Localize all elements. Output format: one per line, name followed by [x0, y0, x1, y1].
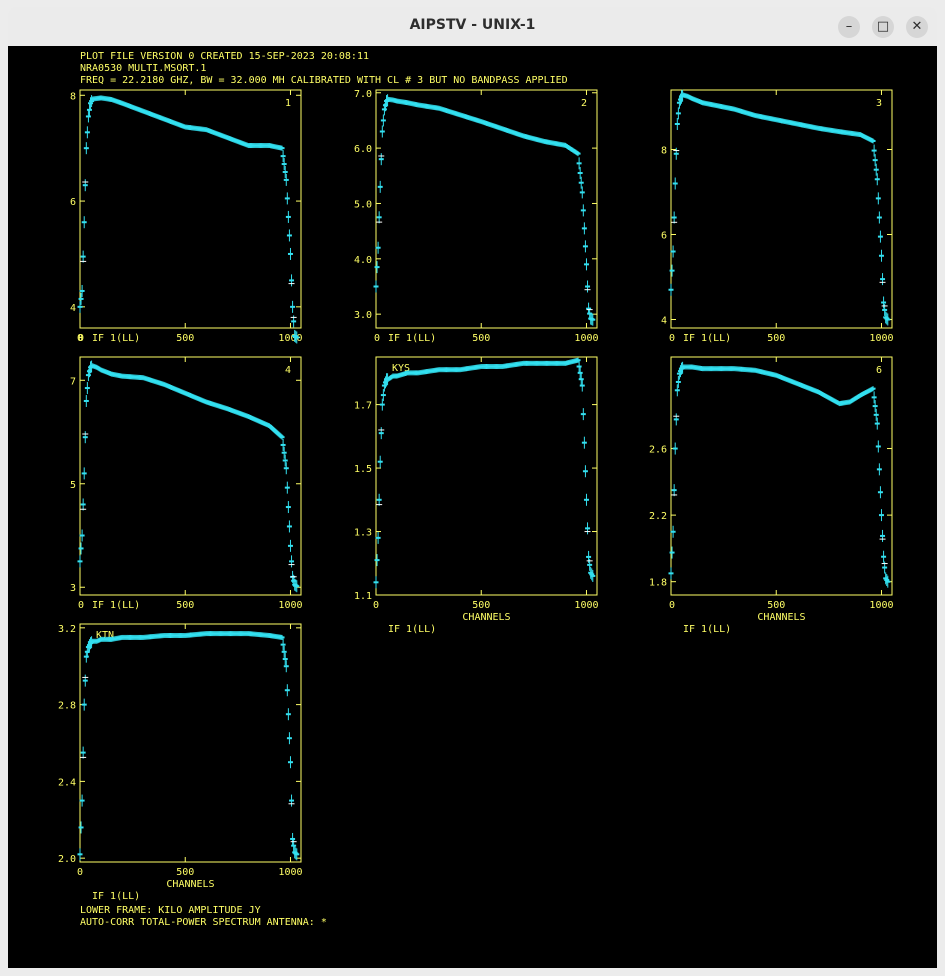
plot-canvas: PLOT FILE VERSION 0 CREATED 15-SEP-2023 …: [8, 46, 937, 968]
x-tick-label: 500: [176, 333, 194, 344]
y-tick-label: 4.0: [354, 255, 372, 266]
y-tick-label: 6.0: [354, 144, 372, 155]
maximize-button[interactable]: □: [872, 16, 894, 38]
x-tick-label: 0: [77, 867, 83, 878]
y-tick-label: 8: [70, 91, 76, 102]
x-tick-label: 500: [472, 600, 490, 611]
x-tick-label: 0: [373, 600, 379, 611]
y-tick-label: 6: [661, 231, 667, 242]
x-tick-label: 500: [176, 867, 194, 878]
y-tick-label: 4: [70, 303, 76, 314]
if-label: IF 1(LL): [92, 333, 140, 344]
y-tick-label: 3.0: [354, 310, 372, 321]
x-tick-label: 500: [176, 600, 194, 611]
x-origin-label: 0: [78, 600, 84, 611]
x-axis-label: CHANNELS: [166, 879, 214, 890]
y-tick-label: 2.0: [58, 854, 76, 865]
x-axis-label: CHANNELS: [757, 612, 805, 623]
y-tick-label: 6: [70, 197, 76, 208]
x-tick-label: 1000: [278, 600, 302, 611]
x-tick-label: 500: [767, 333, 785, 344]
plot-svg: PLOT FILE VERSION 0 CREATED 15-SEP-2023 …: [58, 51, 894, 928]
x-tick-label: 500: [767, 600, 785, 611]
panel-frame: [79, 623, 302, 863]
footer-line-2: AUTO-CORR TOTAL-POWER SPECTRUM ANTENNA: …: [80, 917, 327, 928]
antenna-label: KYS: [392, 363, 410, 374]
x-origin-label: 0: [669, 333, 675, 344]
y-tick-label: 5: [70, 480, 76, 491]
title-bar[interactable]: AIPSTV - UNIX-1 – □ ✕: [8, 7, 937, 46]
y-tick-label: 7: [70, 376, 76, 387]
panel-number: 1: [285, 98, 291, 109]
close-button[interactable]: ✕: [906, 16, 928, 38]
panel-number: 6: [876, 365, 882, 376]
panel-3: 4 6 8 500 1000 0 IF 1(LL) 3: [661, 89, 894, 344]
panel-number: 2: [581, 98, 587, 109]
panel-frame: [670, 356, 893, 596]
if-label: IF 1(LL): [388, 624, 436, 635]
panel-frame: [79, 356, 302, 596]
header-line-3: FREQ = 22.2180 GHZ, BW = 32.000 MH CALIB…: [80, 75, 568, 86]
y-tick-label: 2.4: [58, 777, 76, 788]
header-line-1: PLOT FILE VERSION 0 CREATED 15-SEP-2023 …: [80, 51, 369, 62]
x-origin-label: 0: [78, 333, 84, 344]
panel-frame: [375, 356, 598, 596]
x-tick-label: 1000: [574, 333, 598, 344]
panel-frame: [375, 89, 598, 329]
panel-4: 3 5 7 500 1000 0 IF 1(LL) 4: [70, 356, 303, 611]
x-tick-label: 0: [77, 333, 83, 344]
panel-5: 1.1 1.3 1.5 1.7 0 500 1000 CHANNELS IF 1(LL) KYS: [354, 356, 599, 635]
x-origin-label: 0: [374, 333, 380, 344]
y-tick-label: 2.8: [58, 701, 76, 712]
y-tick-label: 3.2: [58, 624, 76, 635]
y-tick-label: 1.1: [354, 591, 372, 602]
header-line-2: NRA0530 MULTI.MSORT.1: [80, 63, 206, 74]
y-tick-label: 3: [70, 583, 76, 594]
if-label: IF 1(LL): [683, 333, 731, 344]
x-axis-label: CHANNELS: [462, 612, 510, 623]
panel-number: 4: [285, 365, 291, 376]
y-tick-label: 8: [661, 146, 667, 157]
y-tick-label: 2.6: [649, 445, 667, 456]
panel-2: 3.0 4.0 5.0 6.0 7.0 500 1000 0 IF 1(LL) 2: [354, 89, 599, 344]
if-label: IF 1(LL): [92, 891, 140, 902]
panel-number: 3: [876, 98, 882, 109]
if-label: IF 1(LL): [683, 624, 731, 635]
panel-frame: [79, 89, 302, 329]
y-tick-label: 1.8: [649, 578, 667, 589]
panel-frame: [670, 89, 893, 329]
antenna-label: KTN: [96, 630, 114, 641]
x-tick-label: 1000: [869, 333, 893, 344]
window-title: AIPSTV - UNIX-1: [409, 17, 536, 33]
y-tick-label: 7.0: [354, 89, 372, 100]
y-tick-label: 4: [661, 316, 667, 327]
footer-line-1: LOWER FRAME: KILO AMPLITUDE JY: [80, 905, 261, 916]
x-origin-label: 0: [669, 600, 675, 611]
y-tick-label: 2.2: [649, 511, 667, 522]
if-label: IF 1(LL): [388, 333, 436, 344]
y-tick-label: 1.7: [354, 401, 372, 412]
x-tick-label: 1000: [278, 867, 302, 878]
x-tick-label: 1000: [574, 600, 598, 611]
y-tick-label: 5.0: [354, 199, 372, 210]
x-tick-label: 500: [472, 333, 490, 344]
x-tick-label: 1000: [278, 333, 302, 344]
panel-7: 2.0 2.4 2.8 3.2 0 500 1000 CHANNELS IF 1(LL) KTN: [58, 623, 303, 902]
y-tick-label: 1.5: [354, 464, 372, 475]
if-label: IF 1(LL): [92, 600, 140, 611]
minimize-button[interactable]: –: [838, 16, 860, 38]
panel-6: 1.8 2.2 2.6 500 1000 0 CHANNELS IF 1(LL) 6: [649, 356, 894, 635]
y-tick-label: 1.3: [354, 528, 372, 539]
x-tick-label: 1000: [869, 600, 893, 611]
